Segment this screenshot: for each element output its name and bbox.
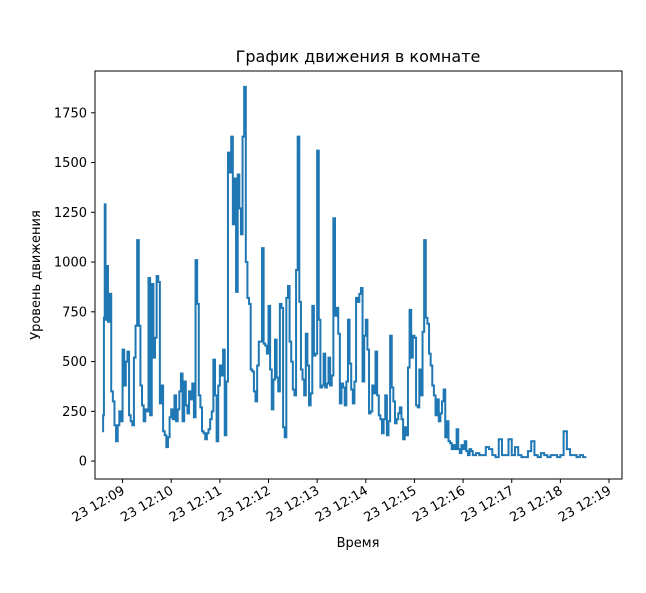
y-axis-title: Уровень движения <box>29 210 44 340</box>
y-tick-label: 1250 <box>54 206 87 221</box>
plot-area <box>102 85 587 459</box>
y-tick-label: 1750 <box>54 106 87 121</box>
y-tick-label: 500 <box>62 355 87 370</box>
x-axis-title: Время <box>337 536 380 551</box>
y-tick-label: 250 <box>62 405 87 420</box>
y-tick-label: 1500 <box>54 156 87 171</box>
y-tick-label: 0 <box>79 455 87 470</box>
y-tick-label: 1000 <box>54 256 87 271</box>
y-tick-label: 750 <box>62 305 87 320</box>
chart-title: График движения в комнате <box>236 47 481 66</box>
series-line-0 <box>102 85 587 459</box>
axes-frame <box>94 70 623 480</box>
